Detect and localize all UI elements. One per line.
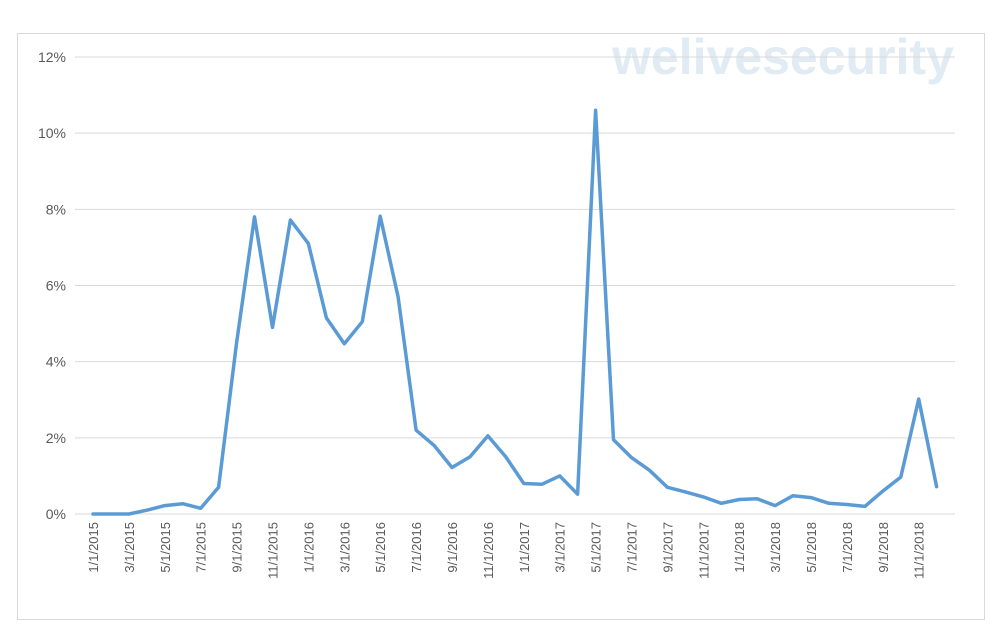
x-tick-label: 1/1/2018 (732, 522, 747, 573)
x-tick-label: 5/1/2018 (804, 522, 819, 573)
x-tick-label: 9/1/2016 (445, 522, 460, 573)
x-tick-label: 3/1/2018 (768, 522, 783, 573)
x-tick-label: 1/1/2016 (301, 522, 316, 573)
x-tick-label: 3/1/2016 (337, 522, 352, 573)
x-tick-label: 11/1/2015 (266, 522, 281, 579)
x-tick-label: 7/1/2016 (409, 522, 424, 573)
x-tick-label: 9/1/2015 (230, 522, 245, 573)
x-tick-label: 7/1/2018 (840, 522, 855, 573)
chart-frame (17, 33, 985, 620)
x-tick-label: 7/1/2017 (625, 522, 640, 573)
x-tick-label: 5/1/2016 (373, 522, 388, 573)
y-tick-label: 8% (46, 201, 66, 217)
y-axis: 0% 2% 4% 6% 8% 10% 12% (38, 49, 66, 522)
x-tick-label: 5/1/2017 (589, 522, 604, 573)
y-tick-label: 4% (46, 354, 66, 370)
x-tick-label: 7/1/2015 (194, 522, 209, 573)
x-tick-label: 5/1/2015 (158, 522, 173, 573)
x-tick-label: 1/1/2015 (86, 522, 101, 573)
y-tick-label: 2% (46, 430, 66, 446)
y-tick-label: 6% (46, 278, 66, 294)
series-line (91, 108, 939, 516)
x-tick-label: 11/1/2017 (696, 522, 711, 579)
x-tick-label: 11/1/2018 (912, 522, 927, 579)
y-tick-label: 10% (38, 125, 66, 141)
x-tick-label: 3/1/2015 (122, 522, 137, 573)
x-tick-label: 9/1/2018 (876, 522, 891, 573)
y-tick-label: 0% (46, 506, 66, 522)
x-tick-label: 11/1/2016 (481, 522, 496, 579)
y-tick-label: 12% (38, 49, 66, 65)
gridlines (75, 56, 955, 515)
x-tick-label: 9/1/2017 (660, 522, 675, 573)
x-tick-label: 3/1/2017 (553, 522, 568, 573)
x-tick-label: 1/1/2017 (517, 522, 532, 573)
x-axis: 1/1/2015 3/1/2015 5/1/2015 7/1/2015 9/1/2015… (86, 522, 927, 579)
